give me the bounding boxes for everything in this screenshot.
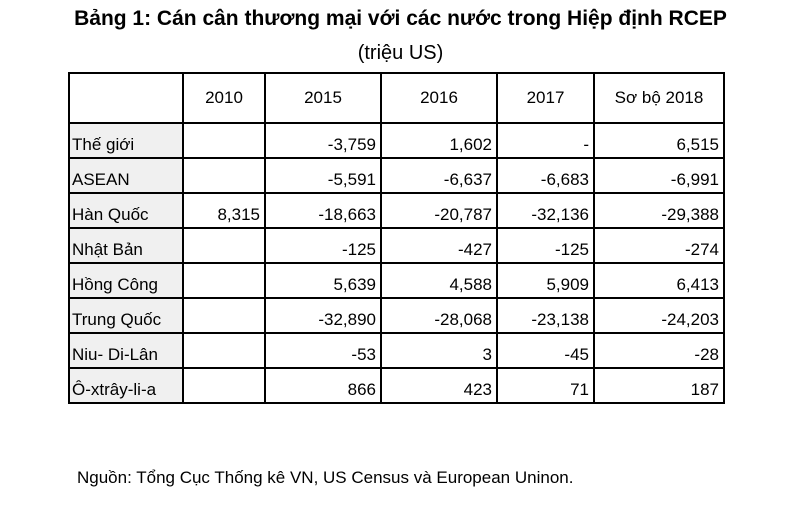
- table-row: ASEAN -5,591 -6,637 -6,683 -6,991: [68, 157, 725, 194]
- table-cell: -20,787: [380, 192, 498, 229]
- trade-balance-table: 2010 2015 2016 2017 Sơ bộ 2018 Thế giới …: [68, 72, 725, 404]
- table-cell: 5,909: [496, 262, 595, 299]
- table-cell: [182, 297, 266, 334]
- table-cell: 6,515: [593, 122, 725, 159]
- table-cell: 4,588: [380, 262, 498, 299]
- table-cell: 6,413: [593, 262, 725, 299]
- row-label: Nhật Bản: [68, 227, 184, 264]
- table-cell: 1,602: [380, 122, 498, 159]
- table-row: Hồng Công 5,639 4,588 5,909 6,413: [68, 262, 725, 299]
- table-cell: -28: [593, 332, 725, 369]
- row-label: Ô-xtrây-li-a: [68, 367, 184, 404]
- table-cell: -18,663: [264, 192, 382, 229]
- table-cell: -28,068: [380, 297, 498, 334]
- table-cell: 187: [593, 367, 725, 404]
- table-cell: [182, 122, 266, 159]
- table-cell: [182, 227, 266, 264]
- table-cell: [182, 332, 266, 369]
- header-2017: 2017: [496, 72, 595, 124]
- header-2015: 2015: [264, 72, 382, 124]
- table-cell: -: [496, 122, 595, 159]
- table-row: Hàn Quốc 8,315 -18,663 -20,787 -32,136 -…: [68, 192, 725, 229]
- row-label: Niu- Di-Lân: [68, 332, 184, 369]
- table-row: Nhật Bản -125 -427 -125 -274: [68, 227, 725, 264]
- row-label: Hồng Công: [68, 262, 184, 299]
- row-label: Thế giới: [68, 122, 184, 159]
- table-cell: 3: [380, 332, 498, 369]
- table-cell: -3,759: [264, 122, 382, 159]
- table-cell: 71: [496, 367, 595, 404]
- table-cell: -32,136: [496, 192, 595, 229]
- header-2018: Sơ bộ 2018: [593, 72, 725, 124]
- table-cell: 8,315: [182, 192, 266, 229]
- table-cell: -24,203: [593, 297, 725, 334]
- table-cell: -23,138: [496, 297, 595, 334]
- table-row: Thế giới -3,759 1,602 - 6,515: [68, 122, 725, 159]
- table-cell: -5,591: [264, 157, 382, 194]
- table-cell: -125: [264, 227, 382, 264]
- table-title: Bảng 1: Cán cân thương mại với các nước …: [74, 7, 727, 30]
- header-row: 2010 2015 2016 2017 Sơ bộ 2018: [68, 72, 725, 124]
- table-cell: -29,388: [593, 192, 725, 229]
- table-row: Niu- Di-Lân -53 3 -45 -28: [68, 332, 725, 369]
- table-cell: -6,991: [593, 157, 725, 194]
- table-cell: [182, 157, 266, 194]
- header-2016: 2016: [380, 72, 498, 124]
- table-cell: -6,683: [496, 157, 595, 194]
- row-label: Hàn Quốc: [68, 192, 184, 229]
- table-cell: -45: [496, 332, 595, 369]
- table-cell: -125: [496, 227, 595, 264]
- table-cell: -6,637: [380, 157, 498, 194]
- table-cell: [182, 367, 266, 404]
- table-cell: 5,639: [264, 262, 382, 299]
- table-cell: [182, 262, 266, 299]
- table-row: Trung Quốc -32,890 -28,068 -23,138 -24,2…: [68, 297, 725, 334]
- table-cell: 866: [264, 367, 382, 404]
- table-subtitle: (triệu US): [357, 42, 444, 64]
- header-2010: 2010: [182, 72, 266, 124]
- source-note: Nguồn: Tổng Cục Thống kê VN, US Census v…: [77, 468, 574, 487]
- table-row: Ô-xtrây-li-a 866 423 71 187: [68, 367, 725, 404]
- row-label: Trung Quốc: [68, 297, 184, 334]
- table-cell: -53: [264, 332, 382, 369]
- row-label: ASEAN: [68, 157, 184, 194]
- header-corner: [68, 72, 184, 124]
- table-cell: -32,890: [264, 297, 382, 334]
- table-cell: -427: [380, 227, 498, 264]
- table-cell: 423: [380, 367, 498, 404]
- table-cell: -274: [593, 227, 725, 264]
